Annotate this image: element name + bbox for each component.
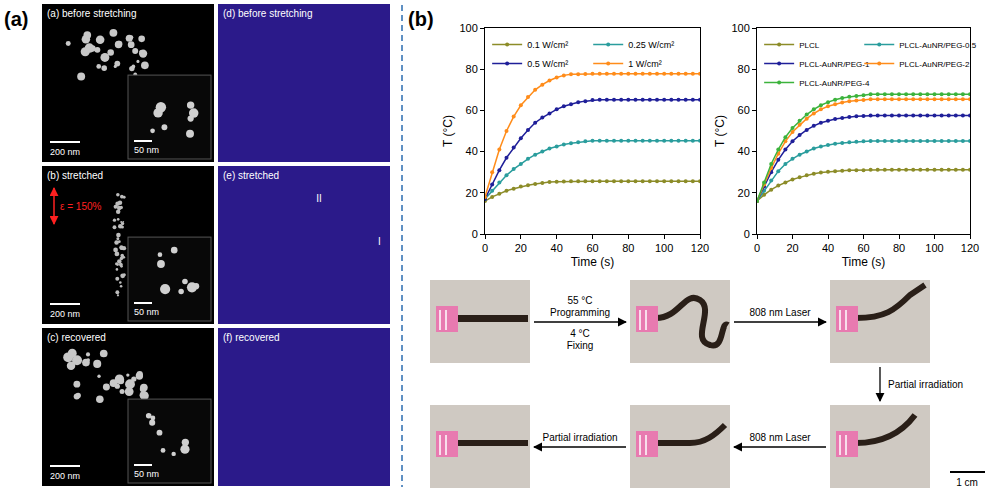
svg-text:50 nm: 50 nm: [134, 307, 159, 317]
svg-text:100: 100: [655, 242, 673, 254]
svg-text:II: II: [316, 193, 322, 204]
svg-text:20: 20: [786, 242, 798, 254]
svg-text:T (°C): T (°C): [713, 115, 727, 147]
svg-text:20: 20: [515, 242, 527, 254]
svg-text:60: 60: [857, 242, 869, 254]
svg-text:ε = 150%: ε = 150%: [60, 201, 102, 212]
svg-text:Programming: Programming: [550, 307, 610, 318]
svg-text:50 nm: 50 nm: [134, 469, 159, 479]
svg-text:50 nm: 50 nm: [134, 145, 159, 155]
svg-text:PLCL: PLCL: [799, 41, 820, 50]
svg-text:120: 120: [961, 242, 979, 254]
svg-text:PLCL-AuNR/PEG-2: PLCL-AuNR/PEG-2: [899, 60, 970, 69]
svg-text:(f) recovered: (f) recovered: [223, 332, 280, 343]
svg-text:0: 0: [482, 242, 488, 254]
svg-text:I: I: [378, 236, 381, 247]
svg-text:Time (s): Time (s): [571, 255, 615, 269]
svg-text:80: 80: [893, 242, 905, 254]
svg-text:808 nm Laser: 808 nm Laser: [749, 307, 811, 318]
svg-text:Time (s): Time (s): [842, 255, 886, 269]
svg-text:4 °C: 4 °C: [570, 328, 590, 339]
svg-text:0: 0: [744, 228, 750, 240]
svg-text:(e) stretched: (e) stretched: [223, 170, 279, 181]
svg-text:60: 60: [738, 104, 750, 116]
svg-text:0.5 W/cm²: 0.5 W/cm²: [527, 59, 568, 69]
svg-text:100: 100: [459, 22, 477, 34]
svg-text:(c) recovered: (c) recovered: [47, 332, 106, 343]
svg-text:55 °C: 55 °C: [567, 295, 592, 306]
svg-text:Partial irradiation: Partial irradiation: [542, 432, 617, 443]
svg-text:T (°C): T (°C): [441, 115, 455, 147]
svg-text:80: 80: [622, 242, 634, 254]
svg-text:80: 80: [466, 63, 478, 75]
svg-text:0.25 W/cm²: 0.25 W/cm²: [628, 40, 674, 50]
svg-text:60: 60: [466, 104, 478, 116]
svg-text:Partial irradiation: Partial irradiation: [888, 379, 963, 390]
svg-text:20: 20: [738, 187, 750, 199]
svg-text:(d) before stretching: (d) before stretching: [223, 8, 313, 19]
svg-text:PLCL-AuNR/PEG-0.5: PLCL-AuNR/PEG-0.5: [899, 41, 976, 50]
svg-text:1 cm: 1 cm: [956, 477, 978, 488]
svg-text:40: 40: [466, 145, 478, 157]
svg-text:40: 40: [551, 242, 563, 254]
svg-text:(b) stretched: (b) stretched: [47, 170, 103, 181]
svg-text:80: 80: [738, 63, 750, 75]
svg-text:0.1 W/cm²: 0.1 W/cm²: [527, 40, 568, 50]
svg-text:60: 60: [586, 242, 598, 254]
svg-text:200 nm: 200 nm: [50, 471, 80, 481]
svg-text:(a) before stretching: (a) before stretching: [47, 8, 137, 19]
svg-text:40: 40: [822, 242, 834, 254]
svg-text:(a): (a): [4, 8, 28, 30]
svg-text:100: 100: [731, 22, 749, 34]
svg-text:(b): (b): [408, 8, 434, 30]
svg-text:40: 40: [738, 145, 750, 157]
svg-text:100: 100: [925, 242, 943, 254]
svg-text:PLCL-AuNR/PEG-4: PLCL-AuNR/PEG-4: [799, 79, 870, 88]
svg-text:PLCL-AuNR/PEG-1: PLCL-AuNR/PEG-1: [799, 60, 870, 69]
svg-text:120: 120: [691, 242, 709, 254]
svg-text:200 nm: 200 nm: [50, 147, 80, 157]
svg-text:808 nm Laser: 808 nm Laser: [749, 432, 811, 443]
svg-text:0: 0: [754, 242, 760, 254]
svg-text:Fixing: Fixing: [567, 340, 594, 351]
svg-text:0: 0: [472, 228, 478, 240]
svg-text:200 nm: 200 nm: [50, 309, 80, 319]
svg-text:20: 20: [466, 187, 478, 199]
svg-text:1 W/cm²: 1 W/cm²: [628, 59, 662, 69]
